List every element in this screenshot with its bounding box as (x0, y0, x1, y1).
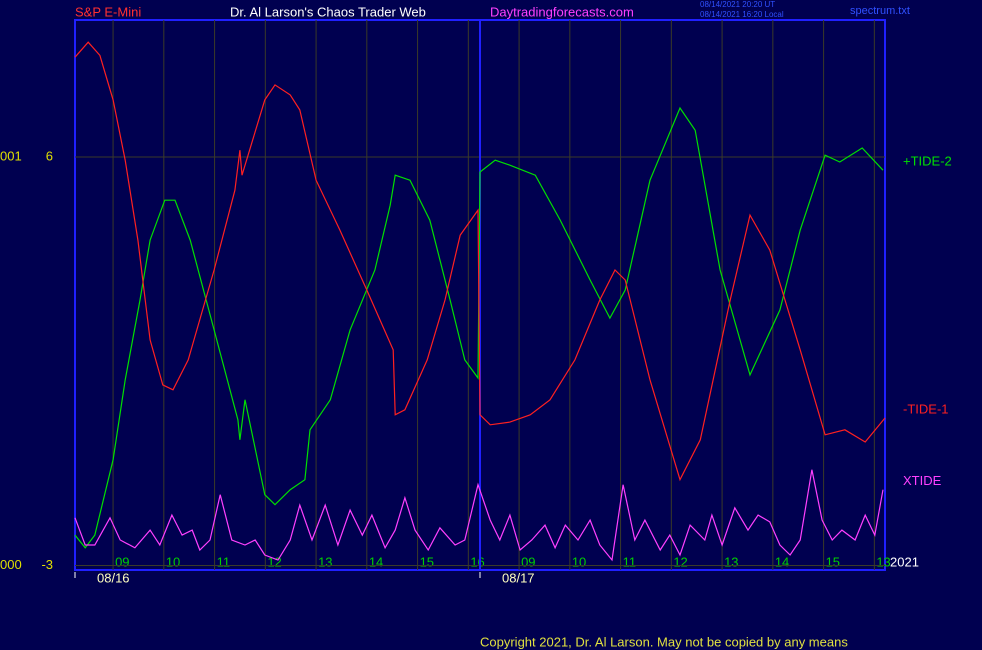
copyright: Copyright 2021, Dr. Al Larson. May not b… (480, 634, 848, 649)
series-line (74, 106, 884, 549)
plot-area: 09 10 11 12 13 14 15 16 09 10 11 12 13 14 15 136-300100… (0, 19, 952, 585)
legend-label: +TIDE-2 (903, 154, 952, 169)
x-tick-label: 09 (115, 554, 129, 569)
instrument: S&P E-Mini (75, 4, 141, 19)
x-tick-label: 14 (369, 554, 383, 569)
x-tick-label: 11 (623, 554, 637, 569)
x-tick-label: 13 (876, 554, 890, 569)
series-line (74, 41, 886, 482)
timestamp: 08/14/2021 20:20 UT (700, 0, 775, 9)
x-tick-label: 15 (420, 554, 434, 569)
legend-label: -TIDE-1 (903, 401, 949, 416)
x-end-label: 2021 (890, 554, 919, 569)
y-prefix-label: 000 (0, 557, 22, 572)
x-tick-label: 10 (166, 554, 180, 569)
x-tick-label: 14 (775, 554, 789, 569)
legend-label: XTIDE (903, 473, 942, 488)
x-tick-label: 10 (572, 554, 586, 569)
x-tick-label: 12 (673, 554, 687, 569)
series-line (74, 469, 884, 562)
y-tick-label: -3 (41, 557, 53, 572)
site-url: Daytradingforecasts.com (490, 4, 634, 19)
site-title: Dr. Al Larson's Chaos Trader Web (230, 4, 426, 19)
x-tick-label: 13 (318, 554, 332, 569)
x-tick-label: 13 (724, 554, 738, 569)
x-tick-label: 15 (826, 554, 840, 569)
y-tick-label: 6 (46, 148, 53, 163)
date-label: 08/16 (97, 570, 130, 585)
file-name: spectrum.txt (850, 5, 910, 17)
timestamp: 08/14/2021 16:20 Local (700, 10, 784, 19)
y-prefix-label: 001 (0, 148, 22, 163)
date-label: 08/17 (502, 570, 535, 585)
x-tick-label: 11 (217, 554, 231, 569)
x-tick-label: 16 (470, 554, 484, 569)
x-tick-label: 09 (521, 554, 535, 569)
